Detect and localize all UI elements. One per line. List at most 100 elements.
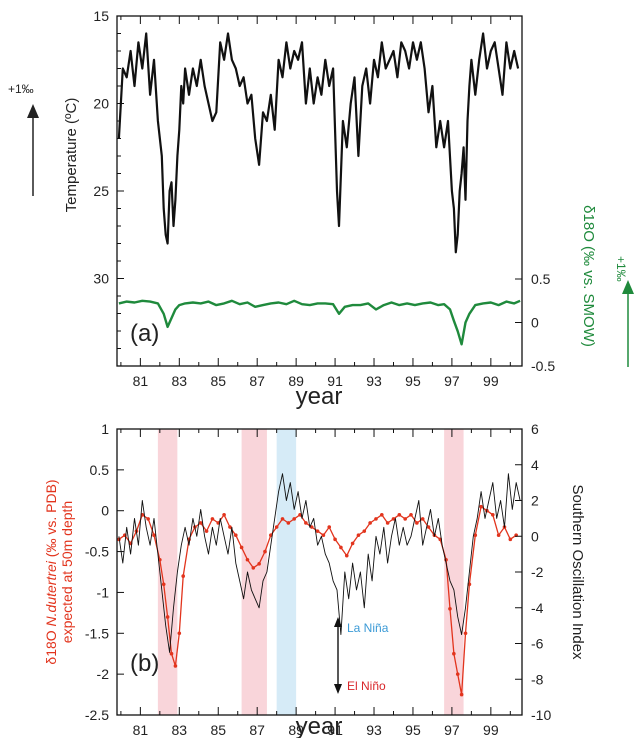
x-tick-label: 83: [172, 722, 188, 738]
x-tick-label: 97: [444, 722, 460, 738]
series-point: [198, 521, 203, 525]
series-point: [233, 533, 238, 538]
x-tick-label: 81: [133, 722, 149, 738]
series-point: [177, 631, 182, 636]
x-tick-label: 83: [172, 373, 188, 389]
series-point: [286, 521, 291, 525]
series-point: [508, 537, 513, 542]
series-line-green: [118, 299, 521, 346]
left-tick-label: -1: [97, 584, 110, 600]
x-tick-label: 89: [288, 373, 304, 389]
series-point: [327, 525, 332, 529]
x-tick-label: 91: [327, 722, 343, 738]
enso-arrow-down-icon: [334, 684, 342, 694]
el-nino-band: [444, 429, 464, 715]
left-tick-label: -2: [97, 666, 110, 682]
series-point: [356, 533, 361, 538]
series-point: [380, 513, 384, 517]
el-nino-band: [241, 429, 267, 715]
series-point: [274, 525, 279, 529]
ylabel-prefix: δ18O: [43, 626, 59, 664]
right-tick-label: 0.5: [531, 271, 551, 287]
series-point: [391, 517, 396, 521]
left-tick-label: -0.5: [85, 544, 109, 560]
panel-b-label: (b): [130, 650, 159, 677]
x-tick-label: 87: [249, 722, 265, 738]
el-nino-label: El Niño: [347, 679, 386, 693]
panel-b-left-ylabel-line1: δ18O N.dutertrei (‰ vs. PDB): [43, 479, 59, 664]
x-tick-label: 81: [133, 373, 149, 389]
series-point: [280, 517, 285, 521]
series-point: [473, 533, 478, 538]
series-point: [152, 533, 156, 538]
series-point: [309, 525, 314, 529]
x-tick-label: 87: [249, 373, 265, 389]
la-nina-label: La Niña: [347, 621, 389, 635]
panel-b-xlabel: year: [296, 713, 343, 738]
series-point: [490, 513, 495, 517]
el-nino-band: [157, 429, 178, 715]
right-tick-label: 6: [531, 421, 539, 437]
right-permil-annotation: +1‰: [614, 256, 628, 282]
series-point: [420, 517, 425, 521]
right-tick-label: 0: [531, 528, 539, 544]
series-line-black: [117, 32, 520, 254]
panel-b-right-ylabel: Southern Oscillation Index: [569, 484, 586, 660]
enso-arrow-up-icon: [334, 617, 342, 627]
series-point: [245, 557, 250, 562]
x-tick-label: 93: [366, 373, 382, 389]
series-point: [350, 541, 355, 546]
series-point: [385, 521, 390, 525]
right-tick-label: 4: [531, 457, 539, 473]
series-point: [304, 521, 308, 525]
x-tick-label: 85: [210, 722, 226, 738]
right-tick-label: -4: [531, 600, 544, 616]
series-line-black: [118, 473, 521, 653]
series-point: [344, 553, 349, 558]
series-point: [228, 525, 232, 529]
left-tick-label: 1: [101, 421, 109, 437]
left-tick-label: 0.5: [90, 462, 110, 478]
series-point: [368, 521, 372, 525]
series-point: [222, 513, 226, 517]
right-tick-label: -8: [531, 671, 544, 687]
left-tick-label: 30: [93, 271, 109, 287]
panel-a-label: (a): [130, 320, 159, 347]
x-tick-label: 89: [288, 722, 304, 738]
series-point: [333, 537, 337, 542]
series-point: [374, 517, 378, 521]
ylabel-species: N.dutertrei: [43, 560, 59, 626]
left-tick-label: 0: [101, 503, 109, 519]
x-tick-label: 93: [366, 722, 382, 738]
right-tick-label: -10: [531, 707, 551, 723]
series-point: [204, 529, 209, 533]
panel-a: 81 83 85 87 89 91 93 95 97 99 15 20 25 30 0.5 0 -0.5 (a)…: [8, 8, 634, 410]
left-tick-label: 25: [93, 183, 109, 199]
left-tick-label: 20: [93, 96, 109, 112]
series-point: [459, 692, 464, 697]
series-point: [455, 672, 460, 676]
right-tick-label: -6: [531, 636, 544, 652]
series-point: [161, 582, 166, 587]
x-tick-label: 97: [444, 373, 460, 389]
series-point: [426, 525, 431, 529]
right-tick-label: -2: [531, 564, 544, 580]
series-point: [251, 566, 256, 570]
x-tick-label: 99: [483, 373, 499, 389]
x-tick-label: 95: [405, 373, 421, 389]
series-point: [173, 664, 178, 668]
series-point: [362, 529, 367, 533]
series-point: [146, 517, 150, 521]
series-point: [463, 631, 468, 636]
panel-b-left-ylabel-line2: expected at 50m depth: [59, 501, 75, 643]
series-point: [181, 574, 186, 578]
left-tick-label: -2.5: [85, 707, 109, 723]
series-point: [397, 513, 402, 517]
series-point: [409, 513, 413, 517]
series-point: [452, 651, 456, 656]
series-point: [292, 517, 296, 521]
series-point: [403, 517, 407, 521]
panel-a-left-ylabel: Temperature (ºC): [63, 98, 80, 213]
series-point: [165, 615, 170, 619]
